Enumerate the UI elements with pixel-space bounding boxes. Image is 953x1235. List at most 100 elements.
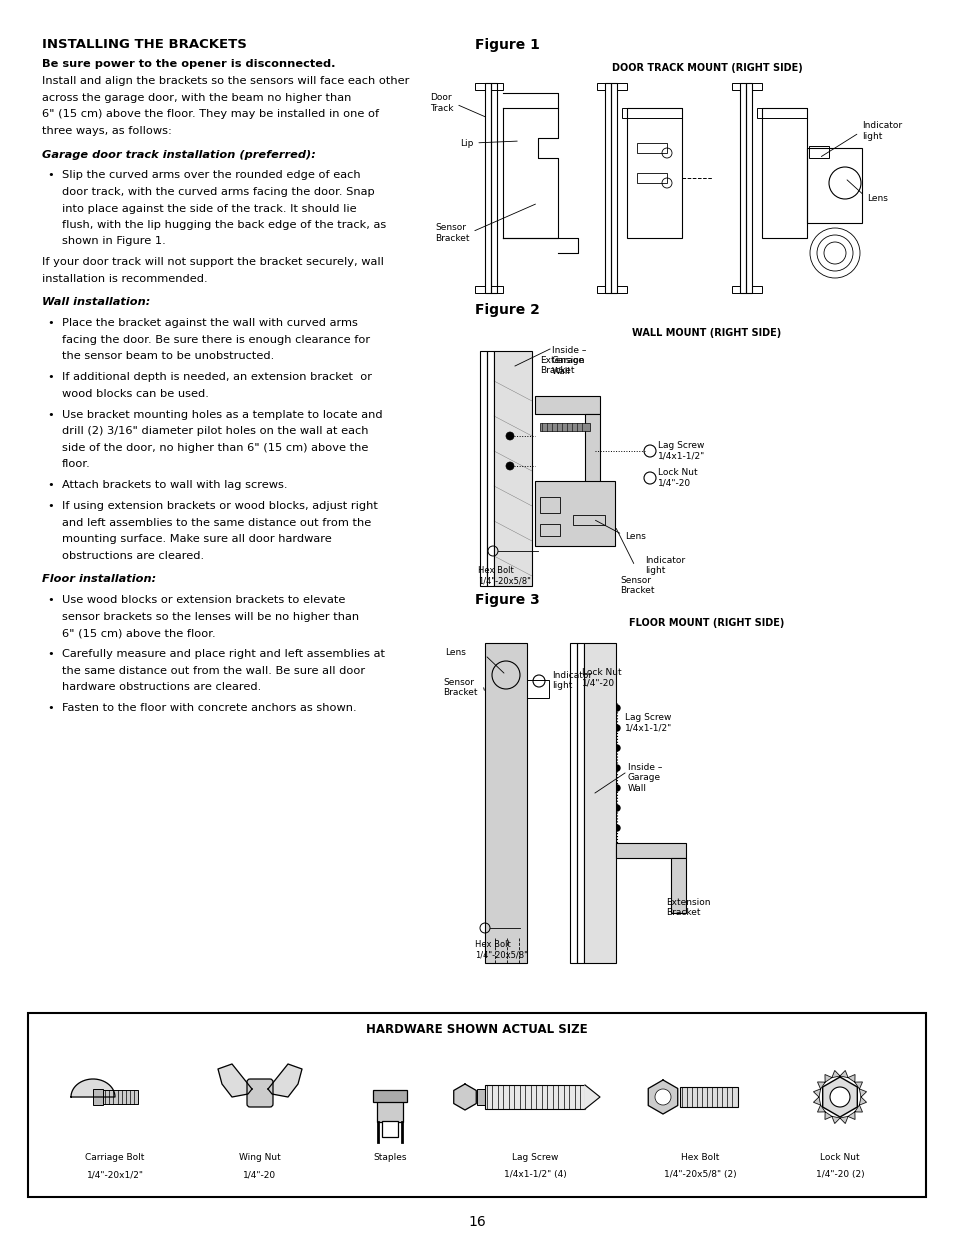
Text: If additional depth is needed, an extension bracket  or: If additional depth is needed, an extens… <box>62 373 372 383</box>
Text: Extension
Bracket: Extension Bracket <box>665 898 710 918</box>
Bar <box>103 1091 138 1104</box>
Text: Staples: Staples <box>373 1153 406 1162</box>
Text: drill (2) 3/16" diameter pilot holes on the wall at each: drill (2) 3/16" diameter pilot holes on … <box>62 426 368 436</box>
Bar <box>670 858 685 913</box>
Bar <box>573 515 604 525</box>
Text: Use bracket mounting holes as a template to locate and: Use bracket mounting holes as a template… <box>62 410 382 420</box>
Text: facing the door. Be sure there is enough clearance for: facing the door. Be sure there is enough… <box>62 335 370 345</box>
Bar <box>539 524 559 536</box>
Bar <box>486 351 494 585</box>
Bar <box>740 83 745 293</box>
Text: 16: 16 <box>468 1215 485 1229</box>
Bar <box>577 643 583 963</box>
Polygon shape <box>584 1086 599 1109</box>
Text: wood blocks can be used.: wood blocks can be used. <box>62 389 209 399</box>
Bar <box>751 287 761 293</box>
Polygon shape <box>854 1082 862 1089</box>
Text: •: • <box>47 480 53 490</box>
Polygon shape <box>840 1071 847 1078</box>
Circle shape <box>505 432 514 440</box>
Polygon shape <box>813 1089 820 1097</box>
Text: Indicator
light: Indicator light <box>821 121 902 157</box>
Polygon shape <box>824 1112 831 1119</box>
Text: Door
Track: Door Track <box>430 94 485 117</box>
Text: •: • <box>47 373 53 383</box>
Text: the sensor beam to be unobstructed.: the sensor beam to be unobstructed. <box>62 352 274 362</box>
Text: Lock Nut
1/4"-20: Lock Nut 1/4"-20 <box>581 668 621 688</box>
Text: Place the bracket against the wall with curved arms: Place the bracket against the wall with … <box>62 319 357 329</box>
Bar <box>751 83 761 90</box>
Bar <box>604 83 610 293</box>
Polygon shape <box>813 1097 820 1105</box>
Circle shape <box>655 1089 670 1105</box>
Text: installation is recommended.: installation is recommended. <box>42 274 208 284</box>
Circle shape <box>614 785 619 790</box>
Text: Figure 3: Figure 3 <box>475 593 539 606</box>
Bar <box>757 107 806 119</box>
Bar <box>569 643 577 963</box>
Text: Sensor
Bracket: Sensor Bracket <box>435 204 535 243</box>
Polygon shape <box>817 1105 824 1112</box>
Text: Hex Bolt
1/4"-20x5/8": Hex Bolt 1/4"-20x5/8" <box>477 566 530 585</box>
Polygon shape <box>831 1071 840 1078</box>
Text: •: • <box>47 704 53 714</box>
Text: Wall installation:: Wall installation: <box>42 298 150 308</box>
Bar <box>621 107 681 119</box>
Bar <box>616 844 685 858</box>
Text: Attach brackets to wall with lag screws.: Attach brackets to wall with lag screws. <box>62 480 287 490</box>
Text: FLOOR MOUNT (RIGHT SIDE): FLOOR MOUNT (RIGHT SIDE) <box>629 618 784 629</box>
Bar <box>637 143 666 153</box>
Text: Lag Screw: Lag Screw <box>511 1153 558 1162</box>
Polygon shape <box>854 1105 862 1112</box>
Text: Figure 2: Figure 2 <box>475 303 539 317</box>
Bar <box>539 424 589 431</box>
Polygon shape <box>268 1065 302 1097</box>
Polygon shape <box>648 1079 677 1114</box>
FancyBboxPatch shape <box>247 1079 273 1107</box>
Bar <box>745 83 751 293</box>
Text: obstructions are cleared.: obstructions are cleared. <box>62 551 204 561</box>
Text: Indicator
light: Indicator light <box>552 671 592 690</box>
Polygon shape <box>817 1082 824 1089</box>
Text: 1/4"-20x5/8" (2): 1/4"-20x5/8" (2) <box>663 1170 736 1179</box>
Text: 1/4"-20 (2): 1/4"-20 (2) <box>815 1170 863 1179</box>
Bar <box>494 351 532 585</box>
Text: into place against the side of the track. It should lie: into place against the side of the track… <box>62 204 356 214</box>
Text: Wing Nut: Wing Nut <box>239 1153 280 1162</box>
Bar <box>373 1091 407 1102</box>
Bar <box>484 83 491 293</box>
Text: If using extension brackets or wood blocks, adjust right: If using extension brackets or wood bloc… <box>62 501 377 511</box>
Text: Slip the curved arms over the rounded edge of each: Slip the curved arms over the rounded ed… <box>62 170 360 180</box>
Text: •: • <box>47 650 53 659</box>
Text: INSTALLING THE BRACKETS: INSTALLING THE BRACKETS <box>42 38 247 51</box>
Bar <box>475 287 484 293</box>
Bar <box>610 83 617 293</box>
Bar <box>617 287 626 293</box>
Bar <box>597 83 604 90</box>
Text: •: • <box>47 319 53 329</box>
Bar <box>637 173 666 183</box>
Polygon shape <box>831 1116 840 1124</box>
Bar <box>475 83 484 90</box>
Text: 1/4"-20: 1/4"-20 <box>243 1170 276 1179</box>
Polygon shape <box>821 1077 857 1116</box>
Text: Indicator
light: Indicator light <box>644 556 684 576</box>
Text: Lip: Lip <box>459 138 517 147</box>
Polygon shape <box>454 1084 476 1110</box>
Text: across the garage door, with the beam no higher than: across the garage door, with the beam no… <box>42 93 351 103</box>
Text: mounting surface. Make sure all door hardware: mounting surface. Make sure all door har… <box>62 535 332 545</box>
Text: and left assemblies to the same distance out from the: and left assemblies to the same distance… <box>62 517 371 529</box>
Text: Fasten to the floor with concrete anchors as shown.: Fasten to the floor with concrete anchor… <box>62 704 356 714</box>
Polygon shape <box>824 1074 831 1082</box>
Text: HARDWARE SHOWN ACTUAL SIZE: HARDWARE SHOWN ACTUAL SIZE <box>366 1023 587 1036</box>
Text: Extension
Bracket: Extension Bracket <box>539 356 584 375</box>
Bar <box>731 83 740 90</box>
Text: Lens: Lens <box>595 520 645 541</box>
Bar <box>617 83 626 90</box>
Text: •: • <box>47 170 53 180</box>
Bar <box>28 1013 925 1197</box>
Circle shape <box>614 725 619 731</box>
Circle shape <box>505 462 514 471</box>
Text: shown in Figure 1.: shown in Figure 1. <box>62 236 166 247</box>
Bar <box>808 146 828 158</box>
